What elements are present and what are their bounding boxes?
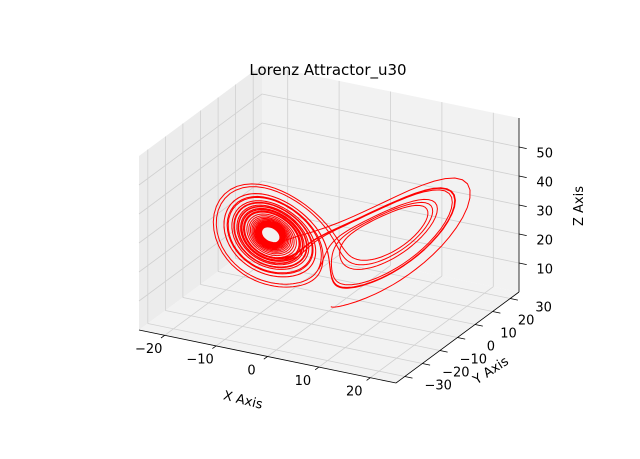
- z-tick: [518, 204, 527, 207]
- y-tick: [422, 363, 431, 366]
- x-tick-label: 0: [247, 363, 255, 378]
- z-tick-label: 30: [536, 204, 553, 219]
- grid-line-z-side: [138, 93, 263, 186]
- grid-line-y-floor: [147, 323, 405, 377]
- x-tick-label: −20: [135, 342, 162, 357]
- x-tick-label: 10: [295, 374, 312, 389]
- y-tick-label: −30: [424, 378, 451, 393]
- z-tick: [518, 175, 527, 178]
- grid-line-z-back: [261, 122, 520, 177]
- x-tick: [314, 366, 320, 371]
- grid-line-y-floor: [165, 310, 423, 364]
- y-tick: [475, 324, 483, 327]
- x-axis-label: X Axis: [222, 388, 265, 412]
- chart-title: Lorenz Attractor_u30: [249, 61, 406, 80]
- grid-line-y-floor: [182, 297, 440, 351]
- z-tick-label: 10: [536, 262, 553, 277]
- y-tick: [404, 376, 413, 379]
- x-tick: [263, 356, 268, 360]
- x-tick: [366, 377, 371, 381]
- grid-line-z-side: [138, 151, 263, 244]
- grid-line-z-back: [261, 180, 520, 235]
- plot-area: [212, 177, 471, 308]
- z-tick: [518, 233, 527, 236]
- y-tick-label: −10: [460, 352, 487, 367]
- y-tick-label: 20: [518, 313, 535, 328]
- z-tick: [518, 146, 527, 149]
- y-tick: [492, 311, 501, 314]
- z-tick-label: 40: [536, 175, 553, 190]
- x-tick-label: 20: [346, 385, 363, 400]
- x-tick-label: −10: [186, 353, 213, 368]
- y-tick-label: 30: [535, 300, 552, 315]
- y-tick: [439, 350, 448, 353]
- y-tick: [510, 298, 518, 301]
- y-tick: [457, 337, 466, 340]
- grid-line-z-back: [261, 93, 520, 148]
- grid-line-y-floor: [200, 284, 458, 338]
- y-tick-label: 10: [500, 326, 517, 341]
- x-tick: [160, 334, 165, 339]
- tick-marks: [160, 146, 527, 381]
- z-tick-label: 50: [536, 146, 553, 161]
- grid-line-z-back: [261, 151, 520, 206]
- z-axis-label: Z Axis: [572, 186, 587, 226]
- x-tick: [212, 345, 217, 349]
- y-tick-label: −20: [442, 365, 469, 380]
- z-tick: [518, 262, 527, 265]
- grid-line-z-side: [138, 122, 263, 215]
- y-tick-label: 0: [487, 339, 495, 354]
- trajectory-line: [212, 177, 471, 308]
- z-tick-label: 20: [536, 233, 553, 248]
